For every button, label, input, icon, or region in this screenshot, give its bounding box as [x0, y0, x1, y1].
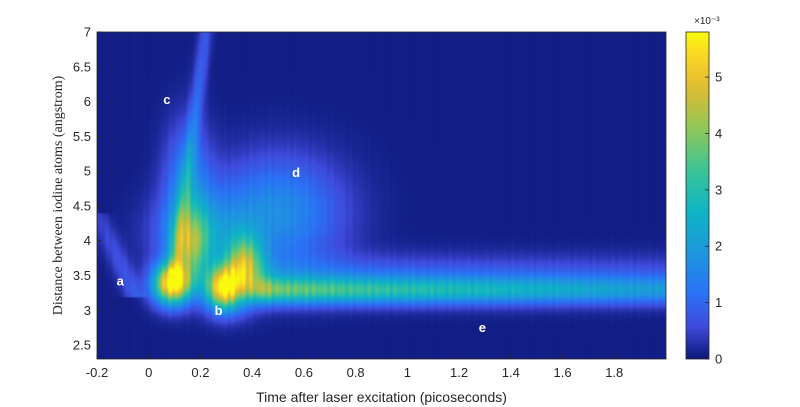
x-tick-label: 1.8 — [605, 365, 623, 380]
colorbar-tick-label: 1 — [715, 295, 722, 310]
y-tick-label: 5 — [84, 164, 91, 179]
x-axis-label: Time after laser excitation (picoseconds… — [256, 389, 507, 405]
y-tick-label: 4.5 — [73, 198, 91, 213]
y-tick-label: 6.5 — [73, 59, 91, 74]
annotation-label: b — [215, 303, 223, 318]
heatmap — [97, 32, 666, 359]
x-axis: -0.2 0 0.2 0.4 0.6 0.8 1 1.2 1.4 1.6 1.8 — [86, 354, 623, 380]
y-tick-label: 3 — [84, 303, 91, 318]
heatmap-image — [97, 32, 666, 359]
colorbar-tick-label: 4 — [715, 126, 722, 141]
x-tick-label: 0.8 — [347, 365, 365, 380]
colorbar-tick-label: 2 — [715, 239, 722, 254]
x-tick-label: 1.6 — [554, 365, 572, 380]
y-tick-label: 2.5 — [73, 338, 91, 353]
y-axis-label: Distance between iodine atoms (angstrom) — [51, 75, 66, 315]
colorbar-exponent-label: ×10⁻³ — [694, 16, 720, 27]
y-tick-label: 7 — [84, 25, 91, 40]
x-tick-label: -0.2 — [86, 365, 108, 380]
colorbar: 0 1 2 3 4 5 ×10⁻³ — [685, 16, 722, 367]
x-tick-label: 0.2 — [191, 365, 209, 380]
y-tick-label: 5.5 — [73, 129, 91, 144]
colorbar-tick-label: 3 — [715, 182, 722, 197]
colorbar-ticks: 0 1 2 3 4 5 — [705, 70, 722, 367]
x-tick-label: 0.4 — [243, 365, 261, 380]
colorbar-tick-label: 0 — [715, 352, 722, 367]
annotation-label: c — [163, 92, 170, 107]
colorbar-frame — [685, 31, 710, 360]
colorbar-tick-label: 5 — [715, 70, 722, 85]
plot-frame — [96, 31, 667, 360]
x-tick-label: 0 — [145, 365, 152, 380]
annotation-label: e — [479, 320, 486, 335]
x-tick-label: 1 — [404, 365, 411, 380]
x-tick-label: 1.2 — [450, 365, 468, 380]
x-tick-label: 1.4 — [502, 365, 520, 380]
y-tick-label: 4 — [84, 233, 91, 248]
annotations: a b c d e — [117, 92, 486, 335]
annotation-label: d — [292, 165, 300, 180]
y-tick-label: 6 — [84, 94, 91, 109]
annotation-label: a — [117, 274, 125, 289]
y-axis: 2.5 3 3.5 4 4.5 5 5.5 6 6.5 7 — [73, 25, 102, 353]
x-tick-label: 0.6 — [295, 365, 313, 380]
colorbar-gradient — [686, 32, 709, 359]
y-tick-label: 3.5 — [73, 268, 91, 283]
